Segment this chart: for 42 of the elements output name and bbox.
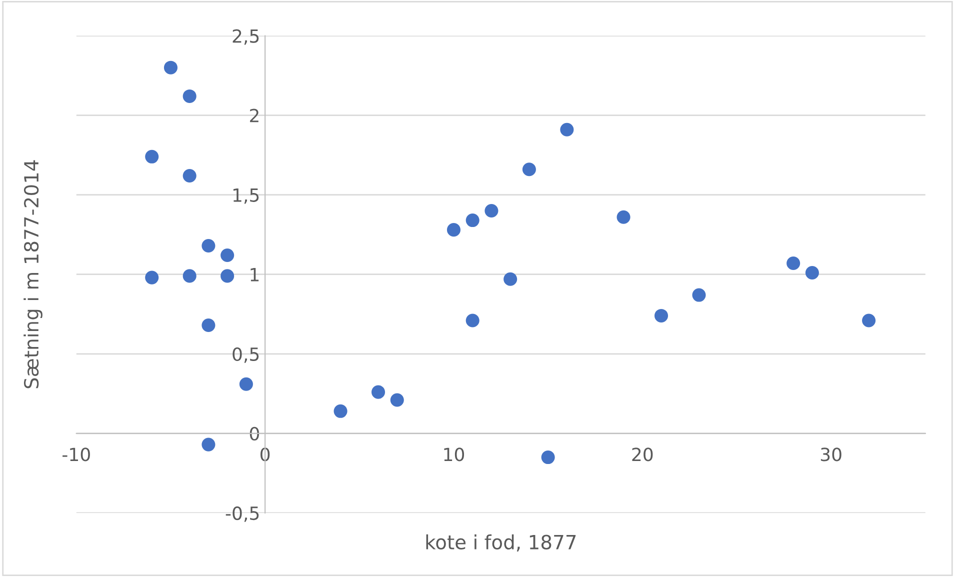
x-axis-title: kote i fod, 1877: [426, 534, 576, 552]
point: [541, 450, 555, 464]
x-tick-label: 10: [444, 448, 464, 462]
point: [522, 162, 536, 176]
y-tick-label: 0,5: [232, 347, 259, 363]
x-tick-label: -10: [62, 448, 90, 462]
point: [484, 204, 498, 218]
point: [220, 248, 234, 262]
point: [616, 210, 630, 224]
point: [446, 223, 460, 237]
point: [202, 238, 216, 252]
point: [145, 150, 159, 164]
point: [560, 122, 574, 136]
y-axis-title: Sætning i m 1877-2014: [24, 160, 42, 388]
x-tick-label: 0: [260, 448, 270, 462]
point: [371, 385, 386, 399]
y-tick-label: 2,5: [232, 29, 259, 45]
point: [786, 256, 800, 270]
point: [220, 269, 234, 283]
point: [164, 60, 178, 74]
point: [182, 168, 196, 183]
y-tick-label: 2: [250, 108, 258, 122]
point: [390, 393, 404, 407]
point: [202, 438, 216, 452]
point: [182, 89, 196, 103]
point: [692, 288, 706, 302]
point: [654, 308, 668, 322]
y-tick-label: -0,5: [226, 506, 259, 522]
point: [466, 314, 480, 328]
x-tick-label: 20: [632, 448, 653, 462]
x-tick-label: 30: [820, 448, 842, 462]
point: [805, 266, 819, 280]
point: [182, 269, 196, 283]
point: [504, 272, 518, 286]
point: [334, 404, 348, 418]
y-tick-label: 1: [250, 268, 259, 282]
point: [239, 377, 253, 391]
y-tick-label: 1,5: [233, 188, 259, 204]
point: [862, 314, 876, 328]
point: [466, 214, 480, 228]
point: [145, 270, 159, 284]
point: [202, 318, 216, 332]
